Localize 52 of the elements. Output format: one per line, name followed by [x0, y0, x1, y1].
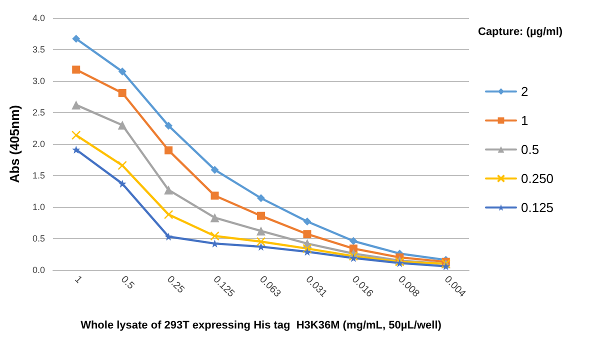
point	[256, 226, 266, 236]
y-tick-label: 0.5	[32, 234, 45, 244]
y-axis-title: Abs (405nm)	[7, 104, 22, 184]
point	[349, 237, 358, 246]
point	[164, 210, 174, 220]
y-tick-label: 1.0	[32, 202, 45, 212]
point	[210, 213, 220, 222]
y-tick-label: 4.0	[32, 13, 45, 23]
legend-label: 0.250	[521, 171, 554, 186]
point	[210, 192, 219, 200]
point	[118, 120, 127, 130]
point	[257, 212, 265, 220]
point	[210, 231, 220, 241]
legend-label: 0.5	[521, 142, 540, 157]
point	[442, 262, 450, 270]
y-tick-label: 3.0	[32, 76, 45, 86]
x-tick-label: 0.25	[164, 274, 186, 296]
legend-label: 0.125	[521, 200, 554, 215]
point	[164, 122, 173, 130]
legend-label: 2	[521, 84, 528, 99]
y-tick-label: 2.0	[32, 139, 45, 149]
legend-title: Capture: (µg/ml)	[478, 26, 563, 38]
legend-label: 1	[521, 113, 528, 128]
point	[302, 244, 312, 254]
point	[72, 66, 80, 74]
point	[303, 230, 312, 238]
y-tick-label: 1.5	[32, 170, 45, 180]
x-tick-label: 0.5	[118, 274, 136, 292]
point	[303, 248, 312, 256]
point	[118, 68, 126, 76]
point	[348, 251, 358, 261]
point	[256, 237, 266, 246]
point	[164, 232, 173, 241]
x-axis-title: Whole lysate of 293T expressing His tag H3K36M (mg/mL, 50µL/well)	[80, 320, 442, 332]
point	[118, 160, 127, 170]
point	[118, 88, 126, 97]
point	[72, 34, 80, 43]
point	[164, 146, 173, 154]
point	[303, 217, 312, 226]
point	[118, 180, 126, 188]
y-tick-label: 0.0	[32, 265, 45, 275]
point	[257, 242, 265, 251]
point	[210, 166, 219, 174]
point	[349, 254, 358, 262]
y-tick-label: 2.5	[32, 108, 45, 118]
point	[257, 194, 265, 202]
point	[72, 146, 80, 154]
point	[72, 100, 81, 110]
point	[164, 185, 174, 194]
point	[71, 130, 81, 140]
x-tick-label: 1	[72, 274, 84, 286]
y-tick-label: 3.5	[32, 44, 45, 54]
